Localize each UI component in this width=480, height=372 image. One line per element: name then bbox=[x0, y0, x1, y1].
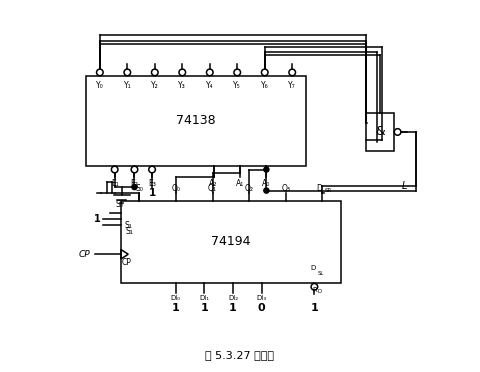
Text: D: D bbox=[310, 265, 315, 271]
Text: S₀: S₀ bbox=[135, 185, 143, 193]
Circle shape bbox=[264, 167, 269, 172]
Text: Y₅: Y₅ bbox=[233, 81, 241, 90]
Text: Y₁: Y₁ bbox=[123, 81, 131, 90]
Text: L: L bbox=[401, 181, 407, 191]
Bar bbox=[121, 201, 341, 283]
Text: Y₃: Y₃ bbox=[179, 81, 186, 90]
Text: A₂: A₂ bbox=[209, 179, 218, 187]
Bar bbox=[86, 76, 306, 166]
Circle shape bbox=[262, 69, 268, 76]
Text: Q₁: Q₁ bbox=[208, 185, 217, 193]
Text: 0: 0 bbox=[258, 303, 265, 313]
Text: Y₆: Y₆ bbox=[261, 81, 269, 90]
Text: A₁: A₁ bbox=[236, 179, 244, 187]
Text: E₂: E₂ bbox=[131, 179, 138, 187]
Circle shape bbox=[264, 188, 269, 193]
Text: 1: 1 bbox=[201, 303, 208, 313]
Text: DI₁: DI₁ bbox=[200, 295, 209, 301]
Text: R: R bbox=[312, 287, 317, 293]
Text: Q₃: Q₃ bbox=[281, 185, 290, 193]
Text: DI₂: DI₂ bbox=[228, 295, 238, 301]
Text: DI₀: DI₀ bbox=[171, 295, 181, 301]
Circle shape bbox=[289, 69, 296, 76]
Text: S₁: S₁ bbox=[124, 221, 132, 230]
Text: E₃: E₃ bbox=[148, 179, 156, 187]
Text: SR: SR bbox=[324, 188, 332, 193]
Text: D: D bbox=[317, 289, 322, 294]
Text: 1: 1 bbox=[94, 214, 100, 224]
Text: Y₄: Y₄ bbox=[206, 81, 214, 90]
Text: S₁: S₁ bbox=[125, 228, 133, 237]
Circle shape bbox=[149, 166, 156, 173]
Text: 1: 1 bbox=[229, 303, 237, 313]
Text: E₁: E₁ bbox=[111, 179, 119, 187]
Circle shape bbox=[96, 69, 103, 76]
Bar bbox=[366, 113, 394, 151]
Text: D: D bbox=[317, 185, 323, 193]
Text: 1: 1 bbox=[311, 303, 318, 313]
Text: SL: SL bbox=[317, 271, 324, 276]
Circle shape bbox=[234, 69, 240, 76]
Circle shape bbox=[179, 69, 186, 76]
Circle shape bbox=[394, 129, 401, 135]
Text: Y₀: Y₀ bbox=[96, 81, 104, 90]
Text: 74138: 74138 bbox=[176, 115, 216, 128]
Text: S₀: S₀ bbox=[115, 201, 123, 209]
Text: 74194: 74194 bbox=[211, 235, 251, 248]
Text: CP: CP bbox=[121, 258, 132, 267]
Text: Q₀: Q₀ bbox=[171, 185, 180, 193]
Text: Y₇: Y₇ bbox=[288, 81, 296, 90]
Text: 图 5.3.27 电路图: 图 5.3.27 电路图 bbox=[205, 350, 275, 360]
Text: 1: 1 bbox=[172, 303, 180, 313]
Text: A₀: A₀ bbox=[262, 179, 271, 187]
Circle shape bbox=[131, 166, 138, 173]
Text: &: & bbox=[375, 125, 385, 138]
Circle shape bbox=[111, 166, 118, 173]
Text: Q₂: Q₂ bbox=[245, 185, 253, 193]
Circle shape bbox=[311, 283, 318, 290]
Text: CP: CP bbox=[78, 250, 90, 259]
Text: Y₂: Y₂ bbox=[151, 81, 159, 90]
Circle shape bbox=[152, 69, 158, 76]
Text: 1: 1 bbox=[148, 188, 156, 198]
Circle shape bbox=[132, 185, 137, 190]
Text: DI₃: DI₃ bbox=[257, 295, 266, 301]
Circle shape bbox=[206, 69, 213, 76]
Circle shape bbox=[124, 69, 131, 76]
